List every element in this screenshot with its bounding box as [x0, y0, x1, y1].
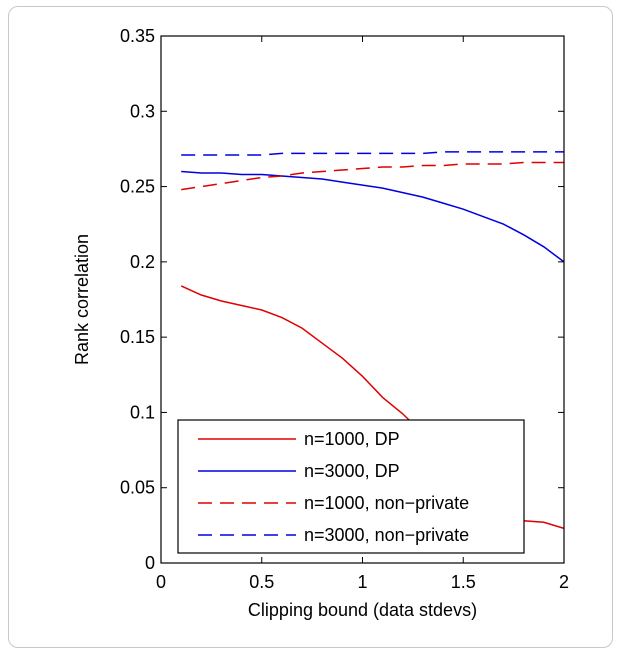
- legend-entry: n=3000, DP: [304, 461, 400, 481]
- legend-entry: n=3000, non−private: [304, 525, 469, 545]
- x-tick-label: 2: [559, 572, 569, 592]
- series-line-3: [181, 161, 564, 191]
- tick-layer: 0 0.05 0.1 0.15 0.2 0.25 0.3 0.35 0 0.5 1 1.5 2: [120, 26, 569, 592]
- series-line-4: [181, 151, 564, 156]
- y-tick-label: 0.15: [120, 327, 155, 347]
- series-line-2: [181, 170, 565, 263]
- x-tick-label: 0.5: [249, 572, 274, 592]
- y-tick-label: 0.25: [120, 177, 155, 197]
- rank-correlation-chart: 0 0.05 0.1 0.15 0.2 0.25 0.3 0.35 0 0.5 1 1.5 2 Rank…: [72, 26, 569, 620]
- legend-box: [177, 419, 525, 554]
- x-axis-label: Clipping bound (data stdevs): [248, 600, 477, 620]
- y-tick-label: 0.05: [120, 478, 155, 498]
- y-tick-label: 0.2: [130, 252, 155, 272]
- legend-entry: n=1000, DP: [304, 429, 400, 449]
- y-tick-label: 0.35: [120, 26, 155, 46]
- legend-entry: n=1000, non−private: [304, 493, 469, 513]
- x-tick-label: 0: [156, 572, 166, 592]
- legend: n=1000, DP n=3000, DP n=1000, non−private n…: [177, 419, 525, 554]
- y-axis-label: Rank correlation: [72, 234, 92, 365]
- y-tick-label: 0.3: [130, 101, 155, 121]
- y-tick-label: 0: [145, 553, 155, 573]
- x-tick-label: 1: [357, 572, 367, 592]
- y-tick-label: 0.1: [130, 402, 155, 422]
- x-tick-label: 1.5: [451, 572, 476, 592]
